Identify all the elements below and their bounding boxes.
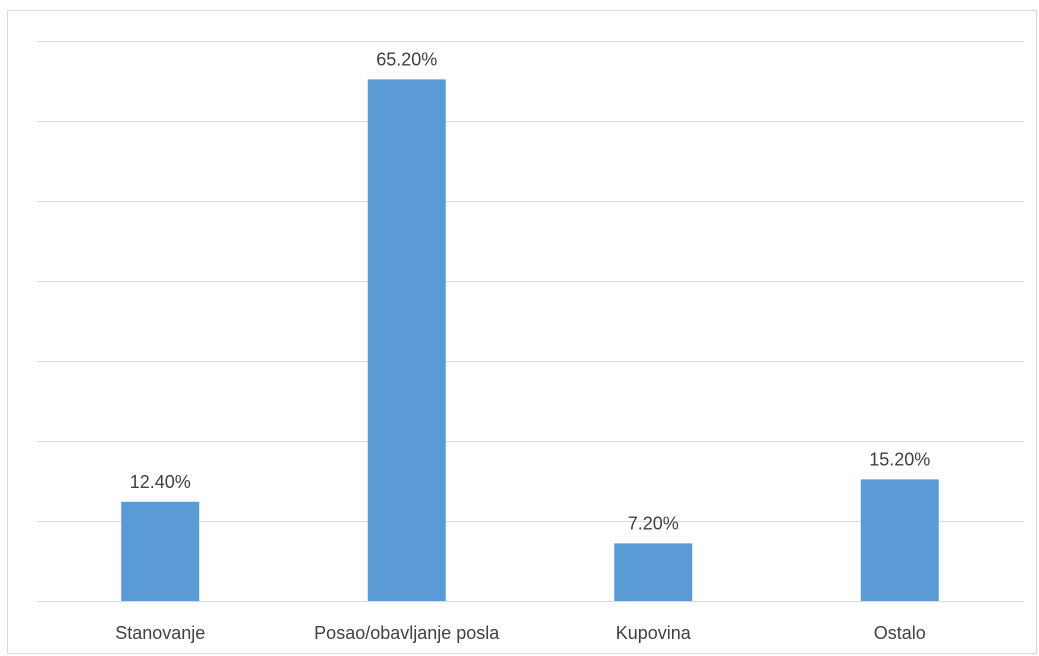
gridlines [37,41,1023,602]
data-labels: 12.40% 65.20% 7.20% 15.20% [130,49,931,533]
category-label: Posao/obavljanje posla [314,623,500,643]
category-label: Ostalo [874,623,926,643]
bar [121,501,200,601]
category-label: Kupovina [616,623,692,643]
category-label: Stanovanje [115,623,205,643]
data-label: 65.20% [376,49,437,69]
bars [121,79,939,601]
data-label: 15.20% [869,449,930,469]
data-label: 12.40% [130,472,191,492]
data-label: 7.20% [628,513,679,533]
bar [860,479,939,601]
category-labels: Stanovanje Posao/obavljanje posla Kupovina… [115,623,926,643]
bar [367,79,446,601]
bar [614,543,693,601]
